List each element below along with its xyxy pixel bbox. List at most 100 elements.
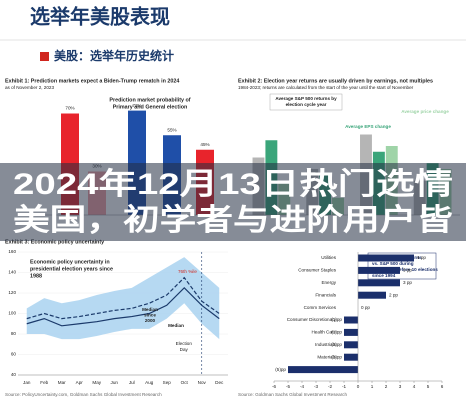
x-tick-label: Oct [181,380,189,385]
value-label: 45% [200,142,209,147]
overlay-headline: 2024年12月13日热门选情 [13,168,453,201]
annotation: vs. S&P 500 during [372,261,414,266]
x-tick-label: 6 [441,384,444,389]
bar [344,353,358,361]
annotation: 76th %ile [178,269,197,274]
bar [358,279,400,287]
plot-frame [90,94,210,112]
x-tick-label: -6 [272,384,277,389]
exhibit-title: Exhibit 2: Election year returns are usu… [238,78,433,84]
section-marker [40,52,49,61]
line [26,287,220,327]
x-tick-label: Dec [215,380,224,385]
exhibit-subtitle: 1984-2023; returns are calculated from t… [238,85,414,90]
y-tick-label: Industrials [315,342,337,347]
line [26,276,220,320]
source: Source: PolicyUncertainty.com, Goldman S… [5,392,162,397]
annotation: presidential election years since [30,266,113,272]
x-tick-label: -1 [342,384,347,389]
page-title: 选举年美股表现 [30,4,170,28]
y-tick-label: 60 [11,352,17,357]
annotation: since [144,313,156,318]
y-tick-label: 100 [8,311,16,316]
x-tick-label: Jun [111,380,119,385]
y-tick-label: Financials [315,292,336,297]
y-tick-label: 40 [11,372,17,377]
exhibit-subtitle: as of November 2, 2023 [5,85,54,90]
y-tick-label: 120 [8,290,16,295]
legend-label: Average EPS change [345,124,391,129]
bar [358,254,414,262]
annotation: 1988 [30,273,42,279]
annotation: Average S&P 500 returns by [275,96,337,101]
annotation: Election [176,341,193,346]
bar [358,266,400,274]
annotation: Prediction market probability of [109,97,190,103]
y-tick-label: 160 [8,249,16,254]
x-tick-label: 2 [385,384,388,389]
value-label: 3 pp [403,268,412,273]
y-tick-label: Utilities [321,255,337,260]
x-tick-label: 4 [413,384,416,389]
y-tick-label: Health Care [311,330,336,335]
value-label: (1)pp [331,342,342,347]
value-label: 3 pp [403,280,412,285]
value-label: 4 pp [417,255,426,260]
y-tick-label: 80 [11,331,17,336]
legend-label: Average price change [401,109,449,114]
bar [358,291,386,299]
band-area [26,257,220,340]
annotation: since 1994 [372,273,396,278]
x-tick-label: 0 [357,384,360,389]
x-tick-label: 5 [427,384,430,389]
value-label: (1)pp [331,317,342,322]
overlay-headline: 美国，初学者与进阶用户皆 [13,203,453,237]
x-tick-label: May [92,380,101,385]
y-tick-label: Consumer Staples [298,268,336,273]
annotation: 2000 [145,318,156,323]
x-tick-label: Nov [198,380,207,385]
annotation: 12 months before 10 elections [372,267,438,272]
y-tick-label: Comm Services [304,305,337,310]
annotation: Median [142,307,158,312]
x-tick-label: Jan [23,380,31,385]
y-tick-label: Consumer Discretionary [287,317,337,322]
value-label: (1)pp [331,330,342,335]
x-tick-label: Feb [40,380,48,385]
value-label: (1)pp [331,354,342,359]
y-tick-label: 140 [8,270,16,275]
x-tick-label: Mar [58,380,66,385]
annotation: Primary and General election [113,104,188,110]
value-label: 0 pp [361,305,370,310]
value-label: (5)pp [275,367,286,372]
exhibit-title: Exhibit 1: Prediction markets expect a B… [5,78,179,84]
exhibit-title: Exhibit 3: Economic policy uncertainty [5,239,104,245]
bar [344,328,358,336]
x-tick-label: -2 [328,384,333,389]
x-tick-label: Jul [129,380,135,385]
annotation: Economic policy uncertainty in [30,259,110,265]
y-tick-label: Materials [317,354,336,359]
annotation: Median [168,323,184,328]
annotation: Day [180,347,189,352]
value-label: 72% [132,103,141,108]
annotation: election cycle year [286,102,327,107]
value-label: 70% [65,106,74,111]
value-label: 2 pp [389,292,398,297]
x-tick-label: -3 [314,384,319,389]
bar [288,366,358,374]
value-label: 55% [167,127,176,132]
x-tick-label: Apr [76,380,84,385]
x-tick-label: -5 [286,384,291,389]
bar [344,341,358,349]
x-tick-label: Aug [145,380,154,385]
source: Source: Goldman Sachs Global Investment … [238,392,347,397]
legend-box [269,93,343,111]
x-tick-label: Sep [163,380,172,385]
x-tick-label: 1 [371,384,374,389]
bar [344,316,358,324]
overlay-band [0,163,466,241]
section-title: 美股：选举年历史统计 [54,48,174,63]
x-tick-label: 3 [399,384,402,389]
